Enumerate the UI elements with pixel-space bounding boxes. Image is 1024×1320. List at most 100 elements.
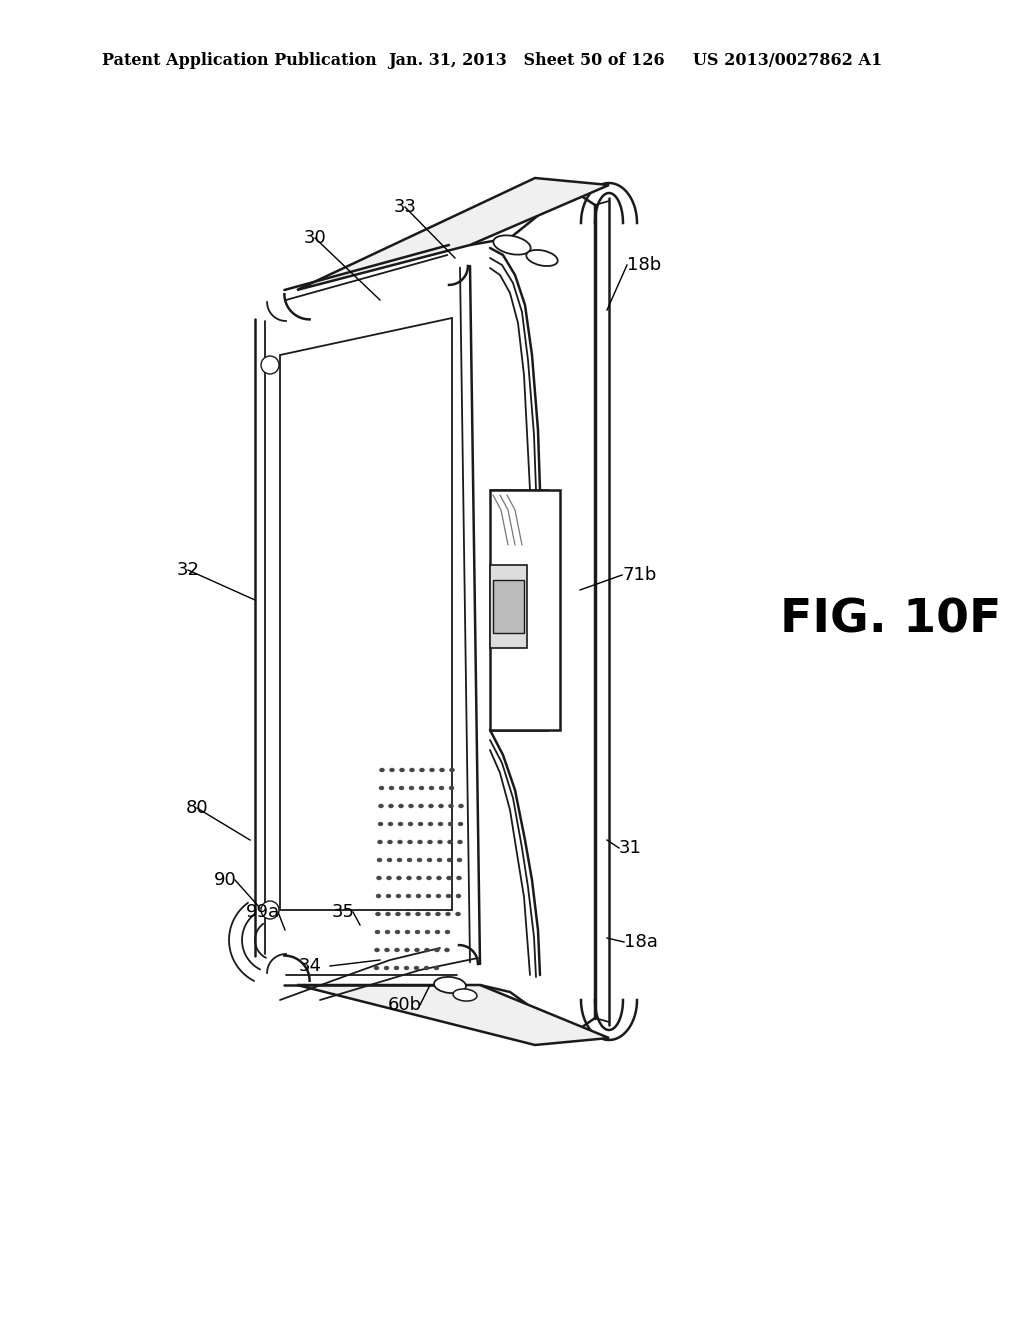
Text: 33: 33 xyxy=(393,198,417,216)
Ellipse shape xyxy=(449,822,453,826)
Ellipse shape xyxy=(376,894,381,898)
Ellipse shape xyxy=(444,948,450,952)
Ellipse shape xyxy=(404,966,409,970)
Polygon shape xyxy=(490,565,527,648)
Ellipse shape xyxy=(397,840,402,843)
Ellipse shape xyxy=(408,822,413,826)
Ellipse shape xyxy=(419,804,424,808)
Text: 18b: 18b xyxy=(627,256,662,275)
Text: US 2013/0027862 A1: US 2013/0027862 A1 xyxy=(693,51,883,69)
Ellipse shape xyxy=(418,840,423,843)
Ellipse shape xyxy=(406,894,411,898)
Text: 71b: 71b xyxy=(622,566,656,583)
Ellipse shape xyxy=(380,768,384,772)
Ellipse shape xyxy=(396,876,401,880)
Ellipse shape xyxy=(386,876,391,880)
Ellipse shape xyxy=(374,966,379,970)
Ellipse shape xyxy=(396,894,401,898)
Ellipse shape xyxy=(429,768,434,772)
Polygon shape xyxy=(297,178,609,290)
Ellipse shape xyxy=(389,768,394,772)
Text: FIG. 10F: FIG. 10F xyxy=(780,598,1001,643)
Ellipse shape xyxy=(424,966,429,970)
Ellipse shape xyxy=(385,912,390,916)
Ellipse shape xyxy=(377,858,382,862)
Text: 34: 34 xyxy=(299,957,322,975)
Ellipse shape xyxy=(407,876,412,880)
Ellipse shape xyxy=(439,785,444,789)
Ellipse shape xyxy=(387,840,392,843)
Ellipse shape xyxy=(426,912,430,916)
Ellipse shape xyxy=(395,931,400,935)
Text: 60b: 60b xyxy=(388,997,422,1014)
Ellipse shape xyxy=(407,858,412,862)
Ellipse shape xyxy=(375,948,380,952)
Text: Patent Application Publication: Patent Application Publication xyxy=(102,51,377,69)
Ellipse shape xyxy=(438,804,443,808)
Ellipse shape xyxy=(388,822,393,826)
Ellipse shape xyxy=(398,822,403,826)
Ellipse shape xyxy=(384,966,389,970)
Ellipse shape xyxy=(447,858,452,862)
Ellipse shape xyxy=(426,894,431,898)
Ellipse shape xyxy=(428,804,433,808)
Ellipse shape xyxy=(414,966,419,970)
Ellipse shape xyxy=(406,931,410,935)
Ellipse shape xyxy=(434,966,439,970)
Ellipse shape xyxy=(404,948,410,952)
Ellipse shape xyxy=(449,785,454,789)
Ellipse shape xyxy=(457,858,462,862)
Ellipse shape xyxy=(429,785,434,789)
Ellipse shape xyxy=(434,977,466,993)
Ellipse shape xyxy=(386,894,391,898)
Ellipse shape xyxy=(388,804,393,808)
Ellipse shape xyxy=(456,912,461,916)
Ellipse shape xyxy=(398,804,403,808)
Ellipse shape xyxy=(379,804,384,808)
Polygon shape xyxy=(490,490,560,730)
Text: 31: 31 xyxy=(618,840,642,857)
Ellipse shape xyxy=(447,840,453,843)
Polygon shape xyxy=(493,579,524,634)
Ellipse shape xyxy=(408,840,413,843)
Ellipse shape xyxy=(445,912,451,916)
Text: 32: 32 xyxy=(176,561,200,579)
Ellipse shape xyxy=(376,912,381,916)
Text: 35: 35 xyxy=(332,903,354,921)
Ellipse shape xyxy=(436,876,441,880)
Ellipse shape xyxy=(458,822,463,826)
Polygon shape xyxy=(280,318,452,909)
Ellipse shape xyxy=(457,876,462,880)
Ellipse shape xyxy=(385,931,390,935)
Ellipse shape xyxy=(377,876,382,880)
Ellipse shape xyxy=(399,785,404,789)
Ellipse shape xyxy=(415,948,420,952)
Text: 90: 90 xyxy=(214,871,237,888)
Ellipse shape xyxy=(378,822,383,826)
Ellipse shape xyxy=(399,768,404,772)
Ellipse shape xyxy=(406,912,411,916)
Polygon shape xyxy=(255,246,480,985)
Ellipse shape xyxy=(417,858,422,862)
Ellipse shape xyxy=(394,966,399,970)
Ellipse shape xyxy=(526,249,558,267)
Text: 18a: 18a xyxy=(624,933,657,950)
Ellipse shape xyxy=(389,785,394,789)
Ellipse shape xyxy=(458,840,463,843)
Ellipse shape xyxy=(416,894,421,898)
Ellipse shape xyxy=(435,931,440,935)
Ellipse shape xyxy=(425,931,430,935)
Ellipse shape xyxy=(410,768,415,772)
Ellipse shape xyxy=(450,768,455,772)
Circle shape xyxy=(261,902,279,919)
Ellipse shape xyxy=(437,840,442,843)
Ellipse shape xyxy=(418,822,423,826)
Ellipse shape xyxy=(409,785,414,789)
Ellipse shape xyxy=(378,840,383,843)
Ellipse shape xyxy=(375,931,380,935)
Ellipse shape xyxy=(384,948,389,952)
Circle shape xyxy=(261,356,279,374)
Ellipse shape xyxy=(416,912,421,916)
Ellipse shape xyxy=(446,894,451,898)
Ellipse shape xyxy=(417,876,422,880)
